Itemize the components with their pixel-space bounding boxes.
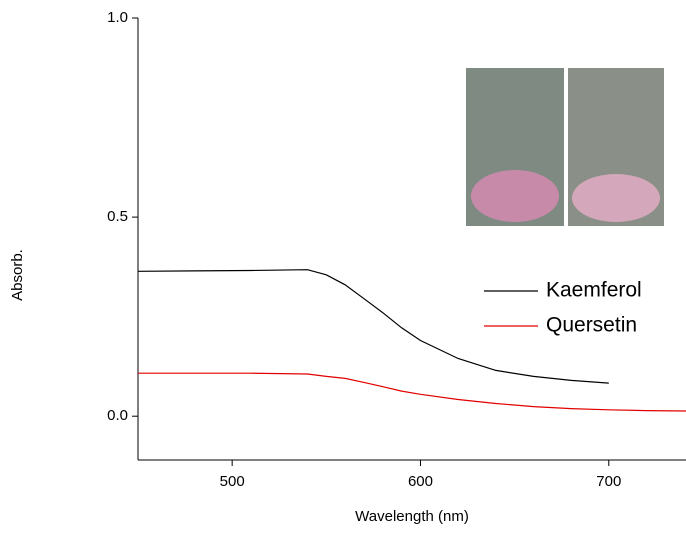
data-line (138, 372, 686, 412)
legend-label: Quersetin (546, 314, 637, 337)
flask-liquid (572, 174, 660, 222)
flask-liquid (471, 170, 559, 222)
legend-label: Kaemferol (546, 279, 642, 302)
y-axis-label: Absorb. (9, 249, 26, 301)
y-tick-label: 1.0 (107, 9, 128, 26)
x-tick-label: 500 (220, 473, 245, 490)
data-line (137, 269, 609, 384)
y-tick-label: 0.5 (107, 208, 128, 225)
x-tick-label: 600 (408, 473, 433, 490)
photo-inset (466, 68, 664, 226)
y-tick-label: 0.0 (107, 407, 128, 424)
x-tick-label: 700 (596, 473, 621, 490)
x-axis-label: Wavelength (nm) (355, 508, 469, 525)
